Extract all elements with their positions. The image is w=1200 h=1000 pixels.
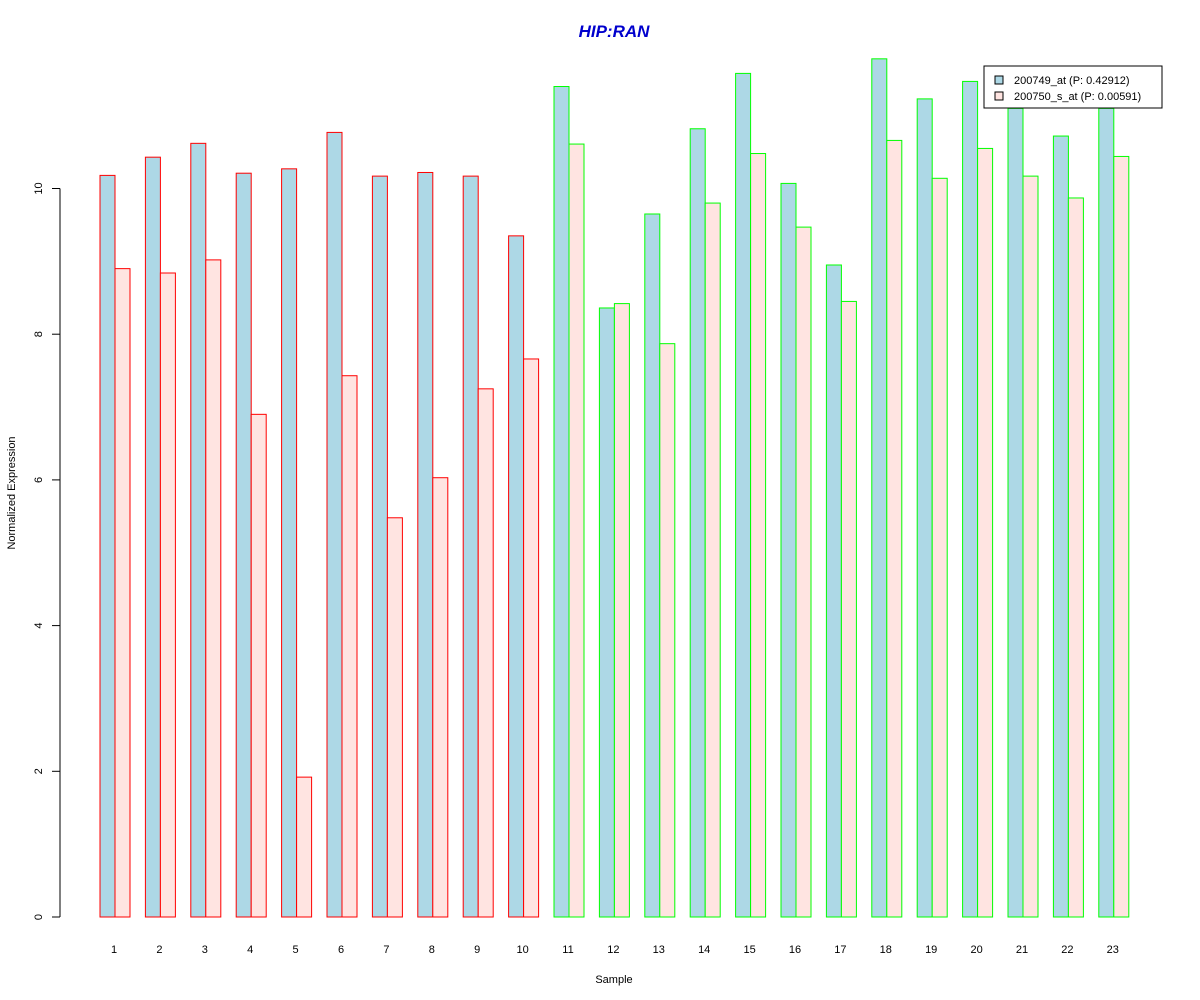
x-tick-label: 12 [607,944,619,956]
bar-200750-s-at [159,272,176,918]
x-tick-label: 17 [834,944,846,956]
bar-200749-at [962,80,979,918]
x-tick-label: 1 [111,944,117,956]
legend-label: 200750_s_at (P: 0.00591) [1014,91,1141,103]
bar-200749-at [462,175,479,918]
x-tick-label: 4 [247,944,253,956]
bar-200749-at [326,131,343,918]
legend-swatch [994,91,1004,101]
x-tick-label: 5 [293,944,299,956]
legend-label: 200749_at (P: 0.42912) [1014,75,1130,87]
bar-200750-s-at [386,517,403,918]
y-tick-label: 0 [33,914,45,920]
bar-200750-s-at [613,303,630,918]
x-tick-label: 15 [743,944,755,956]
x-tick-label: 21 [1016,944,1028,956]
bar-200750-s-at [1113,155,1130,918]
bar-200749-at [144,156,161,918]
x-tick-label: 7 [383,944,389,956]
x-tick-label: 14 [698,944,710,956]
y-tick-label: 8 [33,331,45,337]
bar-200750-s-at [795,226,812,918]
y-axis: 0 2 4 6 8 10 [33,182,61,920]
bar-200750-s-at [341,375,358,918]
x-axis-labels: 1 2 3 4 5 6 7 8 9 10 11 12 13 14 15 16 17 18 19 20 21 22 23 [111,944,1119,956]
bar-200750-s-at [704,202,721,918]
bar-200749-at [825,264,842,918]
bar-200750-s-at [977,147,994,918]
y-tick-label: 6 [33,477,45,483]
bar-200749-at [871,58,888,918]
bar-200749-at [916,98,933,918]
bar-200750-s-at [1022,175,1039,918]
bar-200749-at [553,86,570,918]
y-tick-label: 2 [33,768,45,774]
bar-200749-at [1007,107,1024,918]
chart-title: HIP:RAN [579,22,651,41]
x-tick-label: 18 [880,944,892,956]
bar-200749-at [508,235,525,918]
bar-200749-at [1052,135,1069,918]
bar-200750-s-at [840,300,857,918]
bar-200750-s-at [205,259,222,918]
x-tick-label: 2 [156,944,162,956]
bar-200750-s-at [659,343,676,918]
x-tick-label: 11 [562,944,573,956]
x-tick-label: 9 [474,944,480,956]
bar-200749-at [735,72,752,918]
x-axis-title: Sample [595,974,632,986]
y-axis-title: Normalized Expression [6,436,18,549]
bar-200749-at [235,172,252,918]
bars-group [99,58,1130,918]
bar-200749-at [417,171,434,918]
x-tick-label: 10 [516,944,528,956]
bar-200750-s-at [1067,197,1084,918]
x-tick-label: 20 [970,944,982,956]
bar-200749-at [190,142,207,918]
bar-200750-s-at [432,477,449,918]
legend: 200749_at (P: 0.42912) 200750_s_at (P: 0.… [983,65,1163,109]
bar-200750-s-at [523,358,540,918]
legend-box [983,65,1163,109]
bar-200749-at [281,168,298,918]
x-tick-label: 23 [1107,944,1119,956]
legend-swatch [994,75,1004,85]
bar-200750-s-at [568,143,585,918]
x-tick-label: 19 [925,944,937,956]
x-tick-label: 22 [1061,944,1073,956]
x-tick-label: 6 [338,944,344,956]
bar-200749-at [371,175,388,918]
bar-200749-at [598,307,615,918]
bar-200750-s-at [250,413,267,918]
bar-200749-at [99,174,116,918]
bar-200749-at [780,182,797,918]
bar-200750-s-at [931,177,948,918]
bar-200750-s-at [886,139,903,918]
y-tick-label: 4 [33,623,45,629]
y-tick-label: 10 [33,182,45,194]
bar-200750-s-at [477,388,494,918]
bar-200749-at [1098,107,1115,918]
bar-200750-s-at [296,776,313,918]
x-tick-label: 3 [202,944,208,956]
bar-200750-s-at [750,153,767,918]
x-tick-label: 8 [429,944,435,956]
bar-200750-s-at [114,268,131,918]
x-tick-label: 13 [653,944,665,956]
bar-200749-at [689,128,706,918]
bar-200749-at [644,213,661,918]
x-tick-label: 16 [789,944,801,956]
